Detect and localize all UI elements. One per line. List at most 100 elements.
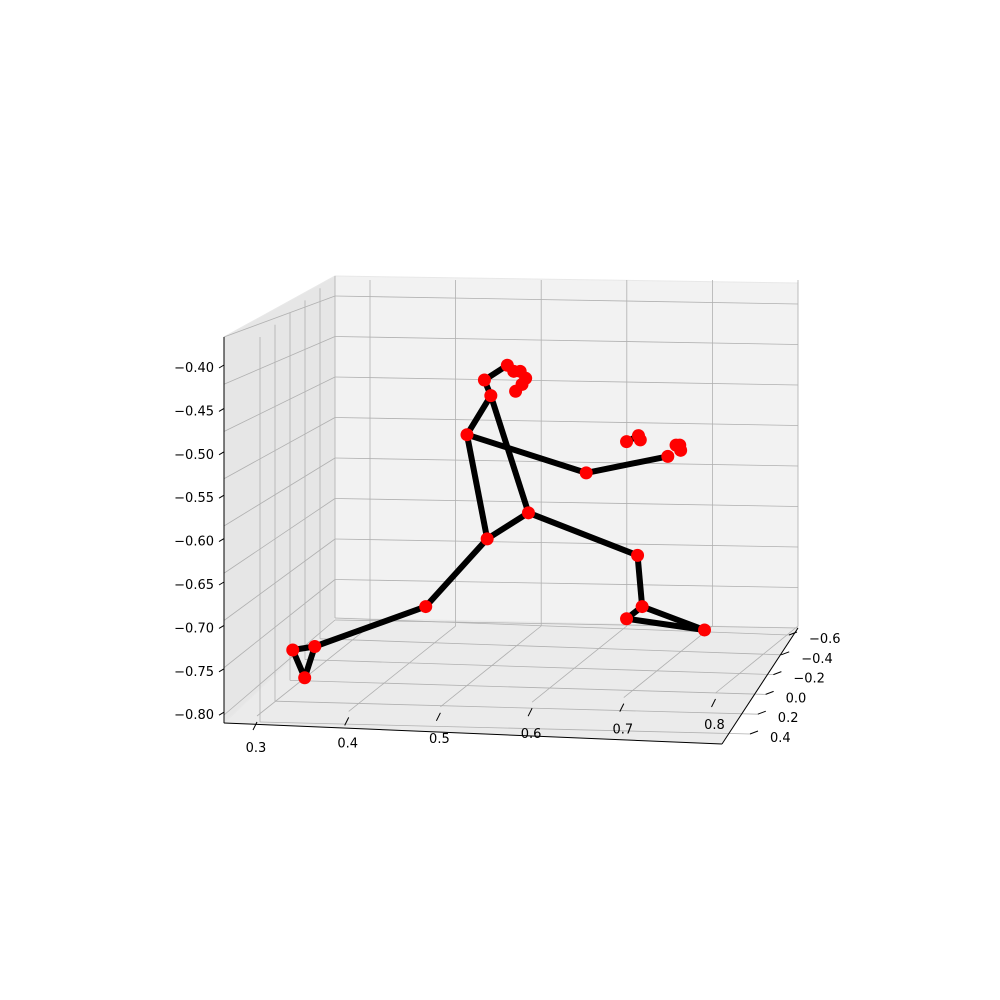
z-gridline-back (334, 579, 799, 588)
bone-hip-center-knee-right (527, 510, 639, 559)
bone-elbow-wrist (585, 453, 669, 476)
joint-ankle-left (308, 639, 322, 653)
z-gridline-side (223, 376, 336, 432)
z-gridline-side (223, 619, 336, 716)
y-gridline-floor (274, 700, 758, 715)
x-tick (344, 717, 350, 726)
x-axis-line (223, 722, 723, 745)
x-tick (527, 707, 533, 717)
joint-thigh-left (480, 532, 494, 546)
z-gridline-side (223, 498, 336, 574)
z-gridline-side (223, 336, 336, 385)
y-tick (757, 710, 766, 715)
y-tick (765, 690, 774, 695)
bone-neck-hip-center (487, 394, 532, 514)
axis-ticks: 0.3 0.4 0.5 0.6 0.7 0.8 −0.6 −0.4 −0.2 0.0 0.2 0.4 −… (174, 361, 840, 756)
axes-panes (222, 275, 799, 745)
z-gridline-back (334, 336, 799, 345)
joint-shoulder (460, 428, 474, 442)
x-gridline-floor (348, 625, 456, 712)
bone-thigh-left-shoulder (464, 434, 491, 540)
joint-ankle-right (635, 600, 649, 614)
y-gridline-floor (304, 659, 774, 675)
z-gridline-side (223, 295, 336, 338)
y-tick-label: −0.2 (793, 672, 825, 687)
bone-knee-right-ankle-right (634, 555, 646, 607)
z-tick-label: −0.45 (174, 404, 214, 419)
z-tick (218, 494, 225, 499)
y-gridline-floor (259, 721, 751, 735)
z-gridline-back (334, 376, 799, 386)
y-gridline-floor (334, 617, 790, 636)
bone-shoulder-elbow (466, 431, 588, 476)
x-tick-label: 0.8 (704, 718, 725, 733)
x-tick (619, 703, 625, 712)
joint-head-7 (509, 384, 523, 398)
z-tick (218, 538, 225, 543)
z-tick-label: −0.55 (174, 491, 214, 506)
z-gridline-back (334, 295, 799, 305)
x-tick-label: 0.7 (612, 723, 633, 738)
z-tick (218, 451, 225, 456)
z-tick (218, 364, 225, 369)
z-tick-label: −0.75 (174, 665, 214, 680)
y-tick-label: 0.2 (778, 711, 799, 726)
x-gridline-floor (715, 625, 799, 694)
x-gridline-floor (440, 625, 542, 708)
x-gridline-floor (531, 625, 628, 703)
z-gridline-side (223, 457, 336, 527)
joint-wrist (661, 449, 675, 463)
z-tick-label: −0.40 (174, 361, 214, 376)
x-tick-label: 0.3 (246, 741, 267, 756)
x-tick-label: 0.5 (429, 732, 450, 747)
joint-neck (484, 389, 498, 403)
z-tick (218, 581, 225, 586)
back-pane (334, 275, 799, 629)
z-gridline-back (334, 457, 799, 467)
bone-toe-right-ankle-right (641, 603, 706, 633)
z-tick-label: −0.50 (174, 448, 214, 463)
bone-knee-left-ankle-left (313, 603, 427, 650)
y-tick-label: −0.6 (809, 632, 841, 647)
y-tick-label: −0.4 (801, 652, 833, 667)
joint-heel-right (620, 612, 634, 626)
joint-knee-right (631, 548, 645, 562)
joint-finger-6 (674, 443, 688, 457)
z-tick-label: −0.80 (174, 708, 214, 723)
z-tick-label: −0.65 (174, 578, 214, 593)
y-gridline-floor (319, 638, 782, 656)
joint-toe-right (697, 623, 711, 637)
z-gridline-back (334, 498, 799, 507)
y-tick-label: 0.4 (770, 731, 791, 746)
y-tick-label: 0.0 (786, 691, 807, 706)
x-tick (252, 721, 258, 731)
z-gridline-side (223, 417, 336, 480)
y-tick (749, 730, 759, 735)
z-tick-label: −0.60 (174, 535, 214, 550)
bone-thigh-left-knee-left (423, 536, 490, 609)
bone-hip-center-thigh-left (485, 510, 531, 542)
z-gridline-back (334, 538, 799, 548)
z-tick (218, 407, 225, 412)
joint-elbow (579, 466, 593, 480)
joint-finger-1 (620, 435, 634, 449)
z-tick-label: −0.70 (174, 621, 214, 636)
z-tick (218, 624, 225, 629)
joint-head-1 (477, 373, 491, 387)
z-gridline-side (223, 579, 336, 669)
joint-toe-left (298, 671, 312, 685)
x-gridline-floor (623, 625, 713, 698)
joint-knee-left (419, 600, 433, 614)
z-tick (218, 668, 225, 673)
z-tick (218, 711, 225, 716)
skeleton-joints (286, 358, 711, 685)
z-gridline-back (334, 417, 799, 426)
x-tick-label: 0.4 (337, 736, 358, 751)
joint-finger-3 (633, 433, 647, 447)
bone-shoulder-neck (464, 394, 494, 437)
gridlines (223, 276, 799, 735)
joint-heel-left (286, 643, 300, 657)
x-tick (435, 712, 441, 722)
